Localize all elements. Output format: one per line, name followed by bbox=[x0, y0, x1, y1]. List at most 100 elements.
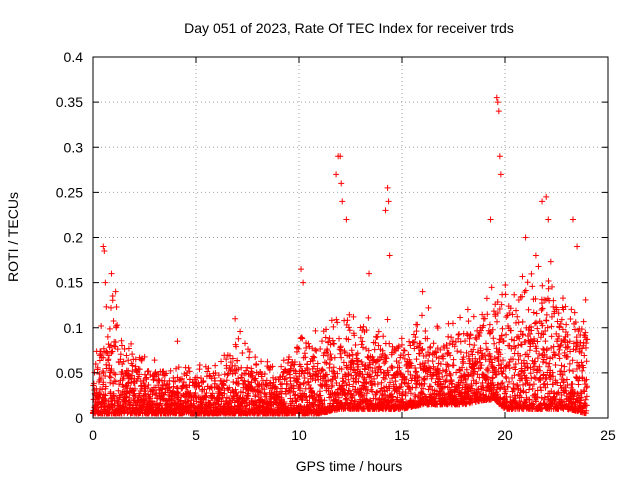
roti-point bbox=[466, 335, 473, 342]
roti-point bbox=[378, 369, 385, 376]
roti-point bbox=[417, 340, 424, 347]
roti-point bbox=[200, 377, 207, 384]
roti-point bbox=[543, 354, 550, 361]
roti-point bbox=[359, 344, 366, 351]
roti-point bbox=[554, 318, 561, 325]
roti-point bbox=[430, 340, 437, 347]
roti-point bbox=[507, 305, 514, 312]
roti-point bbox=[405, 351, 412, 358]
roti-point bbox=[329, 382, 336, 389]
roti-point bbox=[417, 361, 424, 368]
roti-point bbox=[411, 338, 418, 345]
roti-point bbox=[377, 366, 384, 373]
roti-point bbox=[566, 338, 573, 345]
roti-point bbox=[489, 374, 496, 381]
roti-point bbox=[205, 365, 212, 372]
roti-point bbox=[201, 386, 208, 393]
roti-point bbox=[548, 313, 555, 320]
roti-point bbox=[547, 258, 554, 265]
roti-point bbox=[382, 354, 389, 361]
roti-point bbox=[507, 394, 514, 401]
roti-point bbox=[578, 349, 585, 356]
roti-point bbox=[367, 398, 374, 405]
roti-point bbox=[100, 369, 107, 376]
roti-point bbox=[538, 395, 545, 402]
roti-point bbox=[136, 366, 143, 373]
roti-point bbox=[283, 375, 290, 382]
roti-peak-point bbox=[338, 180, 345, 187]
roti-point bbox=[110, 318, 117, 325]
roti-point bbox=[96, 371, 103, 378]
roti-point bbox=[291, 359, 298, 366]
y-tick-label: 0.15 bbox=[56, 275, 83, 291]
roti-point bbox=[105, 356, 112, 363]
roti-point bbox=[241, 377, 248, 384]
roti-point bbox=[328, 393, 335, 400]
roti-point bbox=[542, 338, 549, 345]
roti-point bbox=[486, 321, 493, 328]
roti-point bbox=[98, 375, 105, 382]
roti-point bbox=[556, 346, 563, 353]
roti-point bbox=[478, 362, 485, 369]
roti-point bbox=[332, 375, 339, 382]
roti-point bbox=[583, 376, 590, 383]
roti-point bbox=[103, 303, 110, 310]
roti-point bbox=[120, 358, 127, 365]
roti-point bbox=[239, 349, 246, 356]
roti-point bbox=[108, 304, 115, 311]
roti-point bbox=[92, 360, 99, 367]
roti-point bbox=[460, 354, 467, 361]
roti-point bbox=[372, 339, 379, 346]
roti-point bbox=[541, 394, 548, 401]
roti-point bbox=[243, 396, 250, 403]
roti-point bbox=[251, 376, 258, 383]
roti-point bbox=[149, 391, 156, 398]
roti-point bbox=[248, 379, 255, 386]
roti-peak-point bbox=[337, 153, 344, 160]
roti-point bbox=[163, 370, 170, 377]
roti-point bbox=[317, 346, 324, 353]
roti-point bbox=[560, 377, 567, 384]
roti-point bbox=[482, 387, 489, 394]
roti-point bbox=[414, 321, 421, 328]
roti-point bbox=[515, 371, 522, 378]
roti-point bbox=[400, 352, 407, 359]
roti-point bbox=[534, 394, 541, 401]
roti-peak-point bbox=[493, 94, 500, 101]
roti-point bbox=[582, 396, 589, 403]
roti-point bbox=[498, 301, 505, 308]
roti-point bbox=[365, 314, 372, 321]
roti-point bbox=[496, 306, 503, 313]
roti-point bbox=[579, 345, 586, 352]
roti-point bbox=[521, 357, 528, 364]
roti-point bbox=[492, 313, 499, 320]
roti-point bbox=[518, 341, 525, 348]
roti-point bbox=[473, 379, 480, 386]
roti-point bbox=[494, 391, 501, 398]
roti-point bbox=[416, 374, 423, 381]
roti-point bbox=[434, 365, 441, 372]
roti-point bbox=[107, 342, 114, 349]
roti-point bbox=[539, 282, 546, 289]
roti-point bbox=[457, 314, 464, 321]
roti-point bbox=[130, 396, 137, 403]
roti-point bbox=[515, 342, 522, 349]
roti-point bbox=[262, 397, 269, 404]
roti-point bbox=[132, 385, 139, 392]
roti-point bbox=[218, 389, 225, 396]
roti-point bbox=[331, 354, 338, 361]
roti-point bbox=[547, 355, 554, 362]
roti-point bbox=[506, 365, 513, 372]
roti-point bbox=[378, 379, 385, 386]
roti-point bbox=[228, 366, 235, 373]
roti-point bbox=[524, 279, 531, 286]
roti-point bbox=[420, 385, 427, 392]
roti-point bbox=[402, 389, 409, 396]
roti-point bbox=[180, 382, 187, 389]
roti-point bbox=[410, 339, 417, 346]
roti-point bbox=[446, 340, 453, 347]
roti-point bbox=[478, 327, 485, 334]
roti-point bbox=[451, 343, 458, 350]
roti-point bbox=[371, 375, 378, 382]
roti-point bbox=[296, 402, 303, 409]
